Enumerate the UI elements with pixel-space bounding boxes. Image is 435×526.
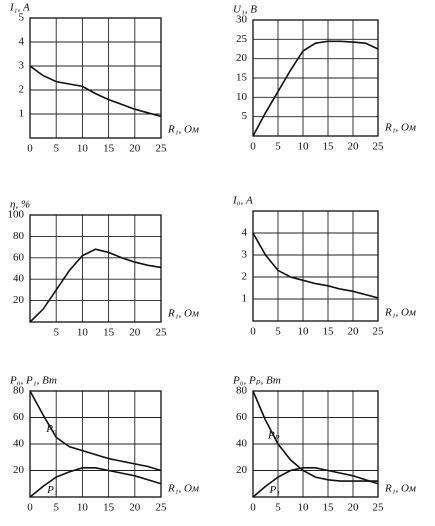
y-tick-label: 2 xyxy=(242,271,248,283)
x-axis-label: R₁, Ом xyxy=(167,308,199,320)
curve-label: P₀ xyxy=(45,423,57,435)
curve-label: P₁ xyxy=(46,484,58,496)
x-tick-label: 15 xyxy=(323,141,335,153)
y-tick-label: 60 xyxy=(236,411,248,423)
x-tick-label: 5 xyxy=(53,502,59,514)
y-tick-label: 40 xyxy=(13,438,25,450)
curve xyxy=(29,467,162,498)
x-tick-label: 25 xyxy=(156,143,168,155)
y-tick-label: 2 xyxy=(19,84,25,96)
x-tick-label: 0 xyxy=(27,143,33,155)
x-tick-label: 25 xyxy=(373,141,385,153)
y-axis-label: η, % xyxy=(10,199,30,211)
y-tick-label: 1 xyxy=(19,108,25,120)
x-tick-label: 10 xyxy=(298,141,310,153)
y-tick-label: 4 xyxy=(19,36,25,48)
plot-frame xyxy=(29,17,162,139)
y-tick-label: 10 xyxy=(236,91,248,103)
x-axis-label: R₁, Ом xyxy=(384,122,416,134)
curve xyxy=(252,232,379,299)
x-tick-label: 20 xyxy=(129,143,141,155)
y-tick-label: 5 xyxy=(19,12,25,24)
y-axis-label: U₁, В xyxy=(233,4,257,16)
y-tick-label: 15 xyxy=(236,72,248,84)
curve xyxy=(29,65,162,118)
y-tick-label: 100 xyxy=(8,209,25,221)
x-tick-label: 20 xyxy=(348,502,360,514)
plot-frame xyxy=(29,390,162,498)
y-tick-label: 80 xyxy=(13,230,25,242)
x-tick-label: 25 xyxy=(156,502,168,514)
x-tick-label: 10 xyxy=(77,502,89,514)
curve-label: P₁ xyxy=(269,484,281,496)
x-axis-label: R₁, Ом xyxy=(167,483,199,495)
y-axis-label: I₀, А xyxy=(232,195,253,207)
curve xyxy=(252,390,378,482)
x-tick-label: 0 xyxy=(250,502,256,514)
x-tick-label: 5 xyxy=(53,327,59,339)
plot-frame xyxy=(252,19,379,137)
plot-frame xyxy=(29,214,162,323)
y-tick-label: 1 xyxy=(242,293,248,305)
curve xyxy=(29,390,162,472)
x-tick-label: 15 xyxy=(103,327,115,339)
y-tick-label: 3 xyxy=(242,249,248,261)
y-tick-label: 40 xyxy=(236,438,248,450)
x-tick-label: 20 xyxy=(348,326,360,338)
y-tick-label: 80 xyxy=(13,385,25,397)
y-tick-label: 5 xyxy=(242,110,248,122)
x-tick-label: 5 xyxy=(275,502,281,514)
plot-frame xyxy=(252,210,379,322)
x-tick-label: 5 xyxy=(53,143,59,155)
curve xyxy=(252,40,379,137)
y-axis-label: P₀, Pₚ, Вт xyxy=(232,375,281,387)
plot-frame xyxy=(252,390,379,498)
x-tick-label: 0 xyxy=(250,326,256,338)
x-tick-label: 10 xyxy=(77,327,89,339)
y-tick-label: 60 xyxy=(13,411,25,423)
x-tick-label: 10 xyxy=(298,326,310,338)
x-tick-label: 20 xyxy=(129,327,141,339)
x-tick-label: 10 xyxy=(298,502,310,514)
y-tick-label: 20 xyxy=(13,464,25,476)
x-tick-label: 15 xyxy=(103,143,115,155)
y-tick-label: 20 xyxy=(236,464,248,476)
x-tick-label: 5 xyxy=(275,326,281,338)
x-tick-label: 25 xyxy=(156,327,168,339)
y-tick-label: 4 xyxy=(242,227,248,239)
x-axis-label: R₁, Ом xyxy=(384,483,416,495)
y-tick-label: 60 xyxy=(13,251,25,263)
x-axis-label: R₁, Ом xyxy=(167,124,199,136)
x-tick-label: 20 xyxy=(348,141,360,153)
x-tick-label: 5 xyxy=(275,141,281,153)
x-tick-label: 0 xyxy=(250,141,256,153)
y-tick-label: 20 xyxy=(13,294,25,306)
x-tick-label: 10 xyxy=(77,143,89,155)
x-axis-label: R₁, Ом xyxy=(384,307,416,319)
x-tick-label: 20 xyxy=(129,502,141,514)
y-tick-label: 20 xyxy=(236,52,248,64)
y-tick-label: 80 xyxy=(236,385,248,397)
y-tick-label: 25 xyxy=(236,33,248,45)
x-tick-label: 15 xyxy=(103,502,115,514)
x-tick-label: 25 xyxy=(373,326,385,338)
y-tick-label: 40 xyxy=(13,273,25,285)
x-tick-label: 25 xyxy=(373,502,385,514)
curve xyxy=(29,248,162,323)
curve xyxy=(252,467,379,498)
x-tick-label: 15 xyxy=(323,326,335,338)
y-axis-label: I₁, А xyxy=(9,2,30,14)
y-tick-label: 30 xyxy=(236,14,248,26)
x-tick-label: 15 xyxy=(323,502,335,514)
x-tick-label: 0 xyxy=(27,502,33,514)
y-tick-label: 3 xyxy=(19,60,25,72)
curve-label: Pₚ xyxy=(267,430,280,442)
y-axis-label: P₀, P₁, Вт xyxy=(9,375,57,387)
